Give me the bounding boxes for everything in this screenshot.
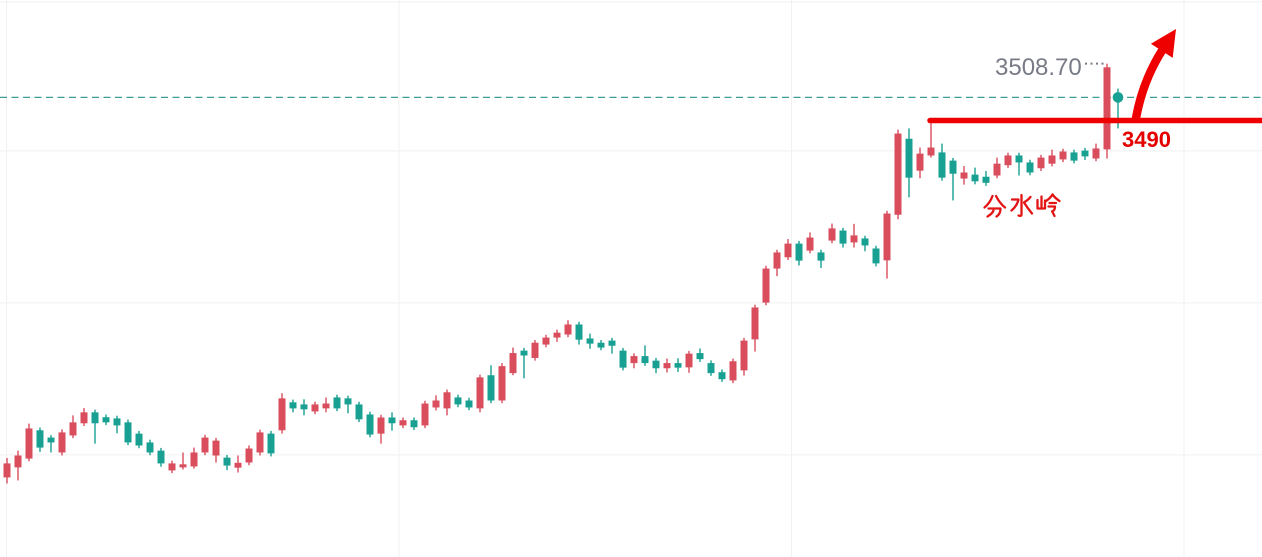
watershed-text-annotation[interactable]	[983, 193, 1061, 218]
current-price-dot	[1112, 92, 1124, 103]
candlestick-series	[3, 63, 1122, 484]
high-price-label: 3508.70	[995, 54, 1082, 81]
support-price-label: 3490	[1122, 127, 1171, 152]
up-arrow-annotation[interactable]	[1131, 29, 1176, 123]
current-price-dashed-line	[0, 62, 1262, 98]
